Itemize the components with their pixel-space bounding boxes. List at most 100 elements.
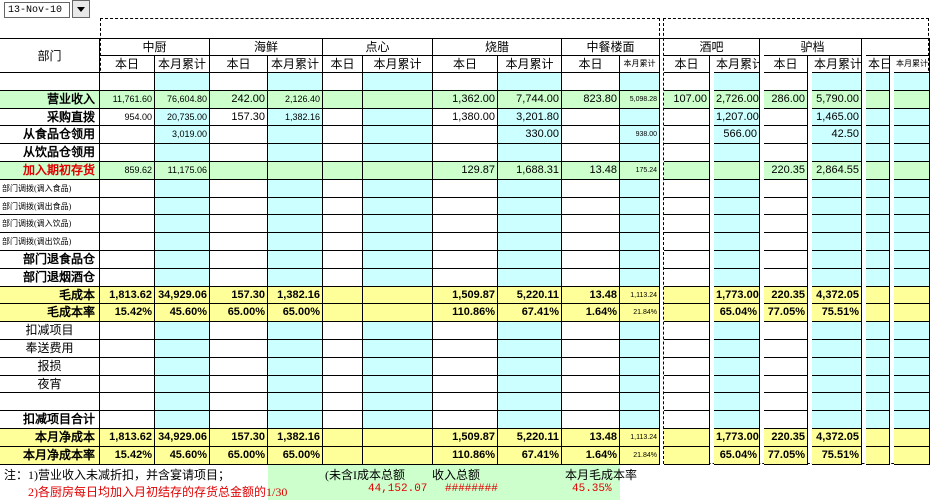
data-cell — [363, 304, 433, 323]
sub-header: 本日 — [323, 56, 363, 73]
data-cell — [620, 375, 660, 394]
group-header: 驴档 — [764, 39, 862, 56]
data-cell — [363, 357, 433, 376]
data-cell — [714, 357, 760, 376]
data-cell — [562, 215, 620, 234]
data-cell — [433, 322, 498, 340]
row-label: 部门退食品仓 — [0, 251, 100, 269]
data-cell — [363, 340, 433, 358]
data-cell: 20,735.00 — [155, 108, 210, 127]
data-cell — [664, 73, 710, 91]
data-cell — [866, 446, 890, 465]
data-cell — [866, 322, 890, 340]
data-cell — [764, 375, 808, 394]
data-cell — [323, 268, 363, 287]
data-cell — [664, 215, 710, 234]
data-cell — [664, 357, 710, 376]
data-cell — [894, 144, 930, 162]
sub-header: 本日 — [210, 56, 268, 73]
data-cell — [620, 268, 660, 287]
data-cell — [866, 375, 890, 394]
group-header: 海鲜 — [210, 39, 323, 56]
data-cell — [210, 126, 268, 145]
group-header: 中餐楼面 — [562, 39, 660, 56]
data-cell — [323, 126, 363, 145]
data-cell: 65.00% — [210, 304, 268, 323]
data-cell: 21.84% — [620, 304, 660, 323]
data-cell — [155, 411, 210, 429]
sub-header: 本月累计 — [498, 56, 562, 73]
data-cell: 2,126.40 — [268, 90, 323, 109]
data-cell — [498, 179, 562, 198]
data-cell — [363, 393, 433, 412]
data-cell — [894, 197, 930, 216]
data-cell: 13.48 — [562, 162, 620, 180]
sub-header: 本月累计 — [714, 56, 760, 73]
data-cell — [764, 340, 808, 358]
data-cell — [866, 411, 890, 429]
data-cell — [714, 179, 760, 198]
data-cell — [866, 90, 890, 109]
data-cell — [894, 108, 930, 127]
data-cell — [433, 144, 498, 162]
data-cell: 1,382.16 — [268, 429, 323, 447]
data-cell — [155, 233, 210, 251]
data-cell — [664, 286, 710, 305]
data-cell — [764, 251, 808, 269]
data-cell: 75.51% — [812, 304, 862, 323]
data-cell — [323, 286, 363, 305]
sub-header: 本日 — [562, 56, 620, 73]
data-cell — [155, 144, 210, 162]
data-cell — [866, 162, 890, 180]
data-cell — [620, 215, 660, 234]
data-cell: 110.86% — [433, 304, 498, 323]
data-cell: 15.42% — [100, 446, 155, 465]
data-cell — [323, 197, 363, 216]
data-cell — [363, 144, 433, 162]
data-cell — [268, 322, 323, 340]
data-cell — [323, 446, 363, 465]
data-cell: 1,113.24 — [620, 429, 660, 447]
data-cell — [664, 162, 710, 180]
group-header — [866, 39, 930, 56]
data-cell — [664, 393, 710, 412]
data-cell — [210, 322, 268, 340]
data-cell: 67.41% — [498, 446, 562, 465]
data-cell — [498, 144, 562, 162]
data-cell — [812, 340, 862, 358]
data-cell — [714, 375, 760, 394]
data-cell — [714, 251, 760, 269]
data-cell — [620, 73, 660, 91]
data-cell — [268, 73, 323, 91]
data-cell — [894, 126, 930, 145]
data-cell — [620, 108, 660, 127]
sub-header: 本月累计 — [268, 56, 323, 73]
data-cell: 220.35 — [764, 162, 808, 180]
data-cell — [433, 215, 498, 234]
data-cell — [268, 233, 323, 251]
note-highlight — [268, 465, 620, 500]
data-cell — [562, 411, 620, 429]
data-cell — [894, 411, 930, 429]
data-cell — [894, 179, 930, 198]
data-cell — [433, 340, 498, 358]
data-cell — [363, 126, 433, 145]
data-cell — [100, 126, 155, 145]
data-cell — [562, 251, 620, 269]
row-label: 毛成本 — [0, 286, 100, 305]
dropdown-button[interactable] — [72, 0, 90, 18]
row-label: 报损 — [0, 357, 100, 376]
data-cell — [433, 375, 498, 394]
data-cell — [100, 411, 155, 429]
sub-header: 本月累计 — [894, 56, 930, 73]
data-cell: 13.48 — [562, 286, 620, 305]
data-cell — [866, 215, 890, 234]
data-cell — [894, 215, 930, 234]
data-cell — [155, 73, 210, 91]
data-cell — [210, 268, 268, 287]
data-cell — [812, 268, 862, 287]
data-cell — [866, 304, 890, 323]
data-cell — [664, 429, 710, 447]
data-cell — [323, 108, 363, 127]
data-cell — [562, 197, 620, 216]
